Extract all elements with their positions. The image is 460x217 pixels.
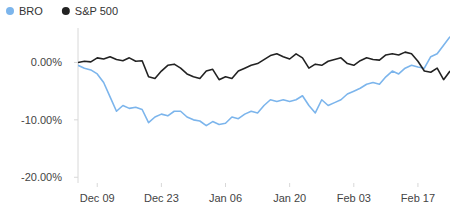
x-tick-label: Dec 09	[80, 192, 115, 204]
x-tick	[161, 183, 162, 187]
x-tick-label: Dec 23	[144, 192, 179, 204]
y-tick-label: -10.00%	[21, 114, 62, 126]
x-tick	[97, 183, 98, 187]
legend-marker	[62, 7, 70, 15]
y-tick	[74, 177, 78, 178]
series-line	[78, 52, 450, 80]
y-tick	[74, 119, 78, 120]
series-line	[78, 37, 450, 126]
x-tick	[225, 183, 226, 187]
legend-label: S&P 500	[75, 5, 118, 17]
legend-label: BRO	[19, 5, 43, 17]
x-tick-label: Feb 17	[401, 192, 435, 204]
chart: 0.00% -10.00% -20.00% Dec 09 Dec 23 Jan 06 Jan…	[0, 0, 460, 217]
y-axis-line	[78, 28, 79, 183]
y-tick-label: -20.00%	[21, 171, 62, 183]
x-tick-label: Jan 20	[273, 192, 306, 204]
y-tick	[74, 62, 78, 63]
x-tick-label: Feb 03	[337, 192, 371, 204]
x-tick	[417, 183, 418, 187]
x-tick	[353, 183, 354, 187]
y-tick-label: 0.00%	[31, 56, 62, 68]
legend-marker	[6, 7, 14, 15]
plot-area	[78, 37, 450, 126]
x-tick	[289, 183, 290, 187]
x-tick-label: Jan 06	[209, 192, 242, 204]
